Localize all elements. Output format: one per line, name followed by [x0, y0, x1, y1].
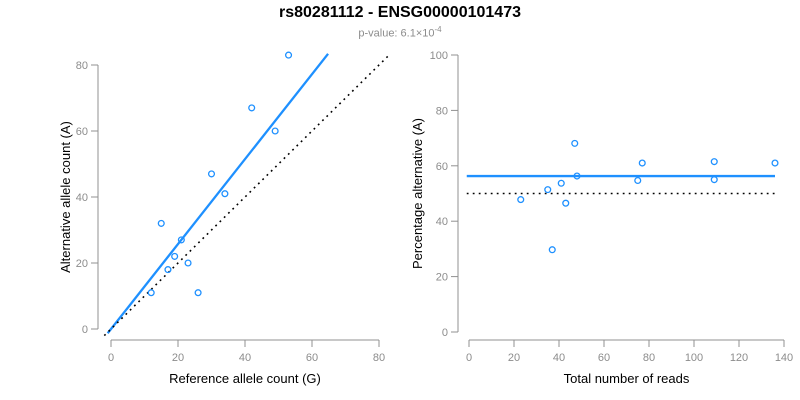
y-tick-label: 60: [76, 126, 88, 138]
x-tick-label: 60: [306, 352, 318, 364]
regression-line: [106, 53, 329, 334]
data-point: [634, 176, 642, 185]
x-tick-label: 20: [172, 352, 184, 364]
y-tick-label: 20: [436, 272, 448, 284]
data-point: [147, 289, 155, 297]
data-point: [164, 266, 172, 274]
data-point: [171, 252, 179, 260]
data-point: [571, 139, 579, 147]
x-tick-label: 20: [508, 352, 520, 364]
data-point: [194, 289, 202, 297]
x-tick-label: 0: [466, 352, 472, 364]
plot-title: rs80281112 - ENSG00000101473: [279, 4, 521, 21]
data-point: [157, 219, 165, 227]
data-point: [710, 158, 718, 166]
data-point: [177, 236, 185, 244]
p-value-subtitle: p-value: 6.1×10-4: [0, 25, 800, 40]
data-point: [573, 172, 581, 180]
x-tick-label: 80: [643, 352, 655, 364]
data-point: [221, 190, 229, 198]
x-tick-label: 120: [730, 352, 748, 364]
data-point: [771, 159, 779, 167]
data-point: [184, 259, 192, 267]
y-tick-label: 0: [82, 324, 88, 336]
x-tick-label: 140: [775, 352, 793, 364]
x-tick-label: 80: [373, 352, 385, 364]
y-axis-label: Percentage alternative (A): [410, 118, 425, 269]
p-value-text: p-value: 6.1×10: [358, 27, 435, 40]
y-tick-label: 40: [76, 192, 88, 204]
data-point: [207, 170, 216, 178]
x-tick-label: 0: [108, 352, 114, 364]
data-point: [284, 51, 293, 59]
data-point: [557, 179, 565, 187]
data-point: [548, 246, 556, 254]
y-tick-label: 80: [76, 60, 88, 72]
data-point: [562, 199, 570, 207]
x-tick-label: 100: [685, 352, 703, 364]
x-tick-label: 40: [239, 352, 251, 364]
allele-count-scatter-plot: 0 20 40 60 80 0 20 40 60 80 Reference allele count…: [58, 51, 390, 386]
y-tick-label: 40: [436, 216, 448, 228]
y-tick-label: 100: [430, 50, 448, 62]
data-point: [638, 159, 646, 167]
x-tick-label: 40: [553, 352, 565, 364]
data-point: [271, 127, 279, 135]
data-point: [517, 196, 525, 204]
percentage-reads-scatter-plot: 0 20 40 60 80 100 0 20 40 60 80 100 120 140 Total numb…: [410, 50, 793, 386]
y-tick-label: 0: [442, 327, 448, 339]
x-axis-label: Reference allele count (G): [169, 371, 321, 386]
y-tick-label: 20: [76, 258, 88, 270]
p-value-exponent: -4: [434, 25, 442, 34]
x-axis-label: Total number of reads: [564, 371, 690, 386]
identity-line: [103, 54, 390, 337]
data-point: [248, 104, 256, 112]
data-point: [544, 186, 552, 194]
y-axis-label: Alternative allele count (A): [58, 121, 73, 273]
y-tick-label: 80: [436, 105, 448, 117]
data-point: [710, 176, 718, 184]
x-tick-label: 60: [598, 352, 610, 364]
y-tick-label: 60: [436, 161, 448, 173]
